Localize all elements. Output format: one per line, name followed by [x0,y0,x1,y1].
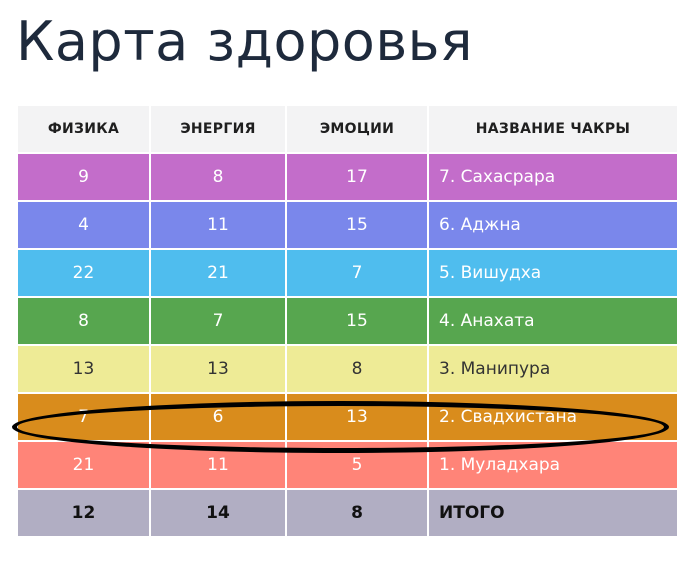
cell-physics: 4 [16,200,151,250]
table-row-vishuddha: 22 21 7 5. Вишудха [16,248,679,298]
cell-chakra-name: 1. Муладхара [427,440,679,490]
cell-emotions: 15 [285,296,429,346]
cell-energy: 6 [149,392,287,442]
cell-chakra-name: 7. Сахасрара [427,152,679,202]
header-emotions: ЭМОЦИИ [285,104,429,154]
cell-chakra-name: 3. Манипура [427,344,679,394]
header-physics: ФИЗИКА [16,104,151,154]
cell-total-energy: 14 [149,488,287,538]
cell-physics: 8 [16,296,151,346]
cell-total-physics: 12 [16,488,151,538]
table-row-ajna: 4 11 15 6. Аджна [16,200,679,250]
cell-emotions: 15 [285,200,429,250]
cell-energy: 11 [149,200,287,250]
header-energy: ЭНЕРГИЯ [149,104,287,154]
header-row: ФИЗИКА ЭНЕРГИЯ ЭМОЦИИ НАЗВАНИЕ ЧАКРЫ [16,104,679,154]
cell-energy: 21 [149,248,287,298]
cell-physics: 9 [16,152,151,202]
cell-chakra-name: 5. Вишудха [427,248,679,298]
cell-chakra-name: 2. Свадхистана [427,392,679,442]
table-row-total: 12 14 8 ИТОГО [16,488,679,538]
table-row-svadhisthana: 7 6 13 2. Свадхистана [16,392,679,442]
cell-physics: 7 [16,392,151,442]
table-row-sahasrara: 9 8 17 7. Сахасрара [16,152,679,202]
cell-physics: 13 [16,344,151,394]
cell-physics: 21 [16,440,151,490]
cell-energy: 11 [149,440,287,490]
cell-emotions: 5 [285,440,429,490]
cell-energy: 8 [149,152,287,202]
cell-chakra-name: 6. Аджна [427,200,679,250]
cell-emotions: 13 [285,392,429,442]
cell-energy: 13 [149,344,287,394]
table-row-muladhara: 21 11 5 1. Муладхара [16,440,679,490]
cell-emotions: 17 [285,152,429,202]
health-map-table: ФИЗИКА ЭНЕРГИЯ ЭМОЦИИ НАЗВАНИЕ ЧАКРЫ 9 8… [16,104,679,538]
page-title: Карта здоровья [16,10,473,73]
cell-total-emotions: 8 [285,488,429,538]
cell-physics: 22 [16,248,151,298]
cell-total-label: ИТОГО [427,488,679,538]
cell-chakra-name: 4. Анахата [427,296,679,346]
cell-emotions: 8 [285,344,429,394]
cell-emotions: 7 [285,248,429,298]
cell-energy: 7 [149,296,287,346]
table-row-anahata: 8 7 15 4. Анахата [16,296,679,346]
header-chakra-name: НАЗВАНИЕ ЧАКРЫ [427,104,679,154]
table-row-manipura: 13 13 8 3. Манипура [16,344,679,394]
